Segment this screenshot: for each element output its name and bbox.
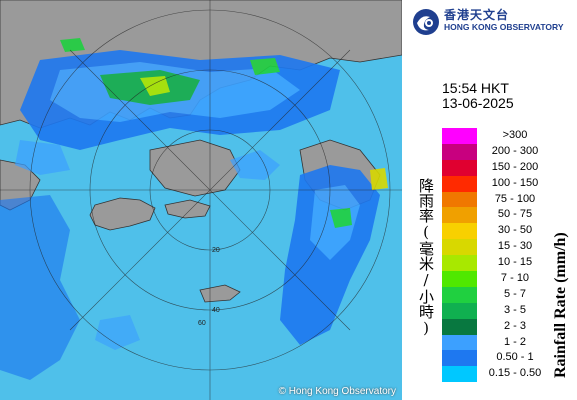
legend-row: 0.50 - 1	[442, 350, 577, 367]
legend-range-label: 200 - 300	[491, 144, 539, 157]
legend-range-label: 100 - 150	[491, 176, 539, 189]
legend-range-label: 5 - 7	[503, 287, 526, 300]
legend-swatch	[442, 366, 477, 383]
range-ring-label: 60	[198, 320, 206, 327]
legend-swatch	[442, 334, 477, 351]
legend-swatch	[442, 191, 477, 208]
copyright-notice: © Hong Kong Observatory	[278, 386, 396, 397]
legend-swatch	[442, 350, 477, 367]
legend-row: 5 - 7	[442, 286, 577, 303]
legend-row: 100 - 150	[442, 175, 577, 192]
range-rings	[0, 0, 402, 400]
legend-range-label: 0.50 - 1	[496, 351, 534, 364]
legend-row: 2 - 3	[442, 318, 577, 335]
legend-swatch	[442, 128, 477, 144]
range-ring-label: 20	[212, 247, 220, 254]
legend-swatch	[442, 239, 477, 256]
legend-swatch	[442, 318, 477, 335]
hong-kong-island	[164, 199, 211, 219]
southern-island	[199, 284, 241, 303]
legend-range-label: 2 - 3	[503, 319, 526, 332]
legend-row: 0.15 - 0.50	[442, 366, 577, 383]
legend-swatch	[442, 271, 477, 287]
legend-range-label: 0.15 - 0.50	[488, 367, 542, 380]
legend-swatch	[442, 175, 477, 192]
agency-name-en: HONG KONG OBSERVATORY	[444, 22, 564, 32]
legend-row: 7 - 10	[442, 271, 577, 287]
time-label: 15:54 HKT	[442, 80, 509, 96]
legend-range-label: 1 - 2	[503, 335, 526, 348]
range-ring-label: 40	[212, 307, 220, 314]
date-label: 13-06-2025	[442, 95, 514, 111]
legend-row: 50 - 75	[442, 207, 577, 224]
legend-swatch	[442, 286, 477, 303]
hko-logo-icon	[413, 9, 439, 35]
legend-range-label: 75 - 100	[494, 192, 536, 205]
legend-range-label: 30 - 50	[497, 224, 533, 237]
legend-range-label: 3 - 5	[503, 303, 526, 316]
legend-row: 200 - 300	[442, 143, 577, 160]
legend-title-cn: 降雨率(毫米/小時)	[417, 178, 435, 337]
legend-range-label: 150 - 200	[491, 160, 539, 173]
legend-row: 15 - 30	[442, 239, 577, 256]
legend-row: 150 - 200	[442, 159, 577, 176]
legend-row: 3 - 5	[442, 302, 577, 319]
legend-swatch	[442, 223, 477, 240]
legend-range-label: 50 - 75	[497, 208, 533, 221]
legend-range-label: 10 - 15	[497, 256, 533, 269]
legend-row: 1 - 2	[442, 334, 577, 351]
legend-swatch	[442, 159, 477, 176]
legend-range-label: >300	[502, 129, 528, 141]
info-panel: 香港天文台 HONG KONG OBSERVATORY 15:54 HKT 13…	[402, 0, 577, 400]
legend-row: 30 - 50	[442, 223, 577, 240]
agency-name-cn: 香港天文台	[444, 8, 510, 22]
legend-row: >300	[442, 128, 577, 144]
radar-map: 20 40 60 © Hong Kong Observatory	[0, 0, 402, 400]
legend-title-en: Rainfall Rate (mm/h)	[552, 232, 569, 378]
rainfall-legend: >300 200 - 300 150 - 200 100 - 150 75 - 100 5…	[442, 128, 577, 383]
rain-echoes	[0, 38, 388, 380]
radar-image	[0, 0, 402, 400]
legend-row: 10 - 15	[442, 255, 577, 272]
legend-swatch	[442, 302, 477, 319]
legend-swatch	[442, 143, 477, 160]
legend-swatch	[442, 207, 477, 224]
legend-range-label: 15 - 30	[497, 240, 533, 253]
kowloon	[149, 139, 241, 197]
legend-range-label: 7 - 10	[500, 272, 530, 285]
legend-swatch	[442, 255, 477, 272]
legend-row: 75 - 100	[442, 191, 577, 208]
lantau-island	[89, 197, 156, 231]
